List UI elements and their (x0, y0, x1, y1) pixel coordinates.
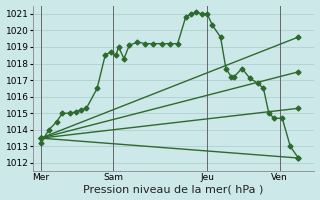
X-axis label: Pression niveau de la mer( hPa ): Pression niveau de la mer( hPa ) (84, 184, 264, 194)
